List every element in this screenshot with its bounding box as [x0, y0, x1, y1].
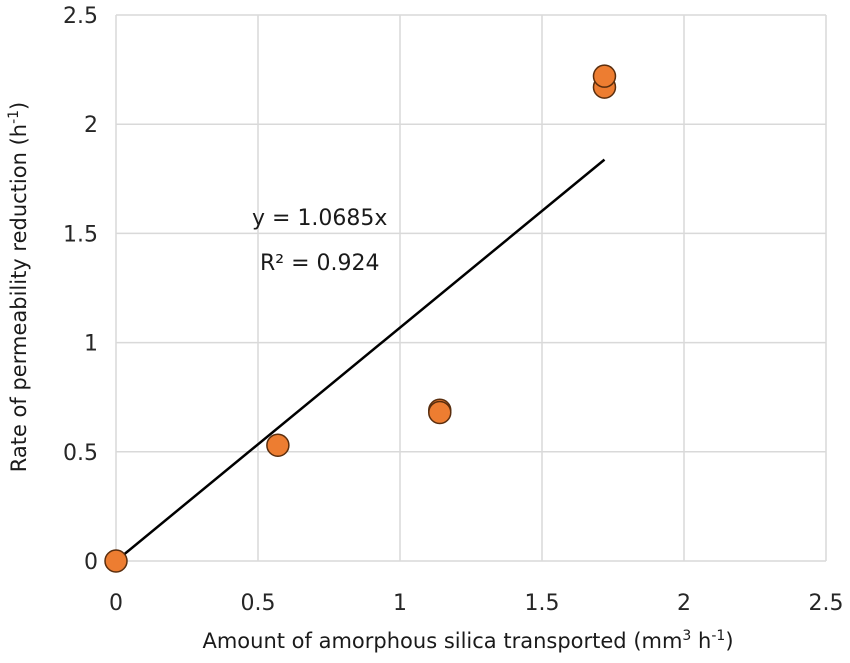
data-point-5	[592, 64, 617, 88]
x-tick-label-5: 2.5	[809, 591, 844, 616]
x-tick-label-4: 2	[677, 591, 691, 616]
y-tick-label-2: 1	[84, 332, 98, 357]
x-tick-label-2: 1	[393, 591, 407, 616]
gridlines	[115, 14, 827, 562]
y-tick-label-0: 0	[84, 550, 98, 575]
r-squared-label: R² = 0.924	[260, 251, 380, 276]
data-points	[104, 64, 617, 573]
data-point-0	[104, 549, 128, 573]
x-tick-label-1: 0.5	[241, 591, 276, 616]
x-tick-labels: 0 0.5 1 1.5 2 2.5	[109, 591, 844, 616]
x-tick-label-3: 1.5	[525, 591, 560, 616]
y-tick-label-1: 0.5	[63, 441, 98, 466]
data-point-3	[428, 400, 452, 425]
y-axis-title: Rate of permeability reduction (h-1)	[6, 102, 31, 473]
y-tick-labels: 0 0.5 1 1.5 2 2.5	[63, 4, 98, 575]
trendline-equation: y = 1.0685x	[252, 206, 387, 231]
y-tick-label-5: 2.5	[63, 4, 98, 29]
y-tick-label-3: 1.5	[63, 222, 98, 247]
x-tick-label-0: 0	[109, 591, 123, 616]
y-tick-label-4: 2	[84, 113, 98, 138]
data-point-1	[266, 433, 290, 457]
trendline	[115, 158, 606, 562]
x-axis-title: Amount of amorphous silica transported (…	[202, 628, 733, 653]
